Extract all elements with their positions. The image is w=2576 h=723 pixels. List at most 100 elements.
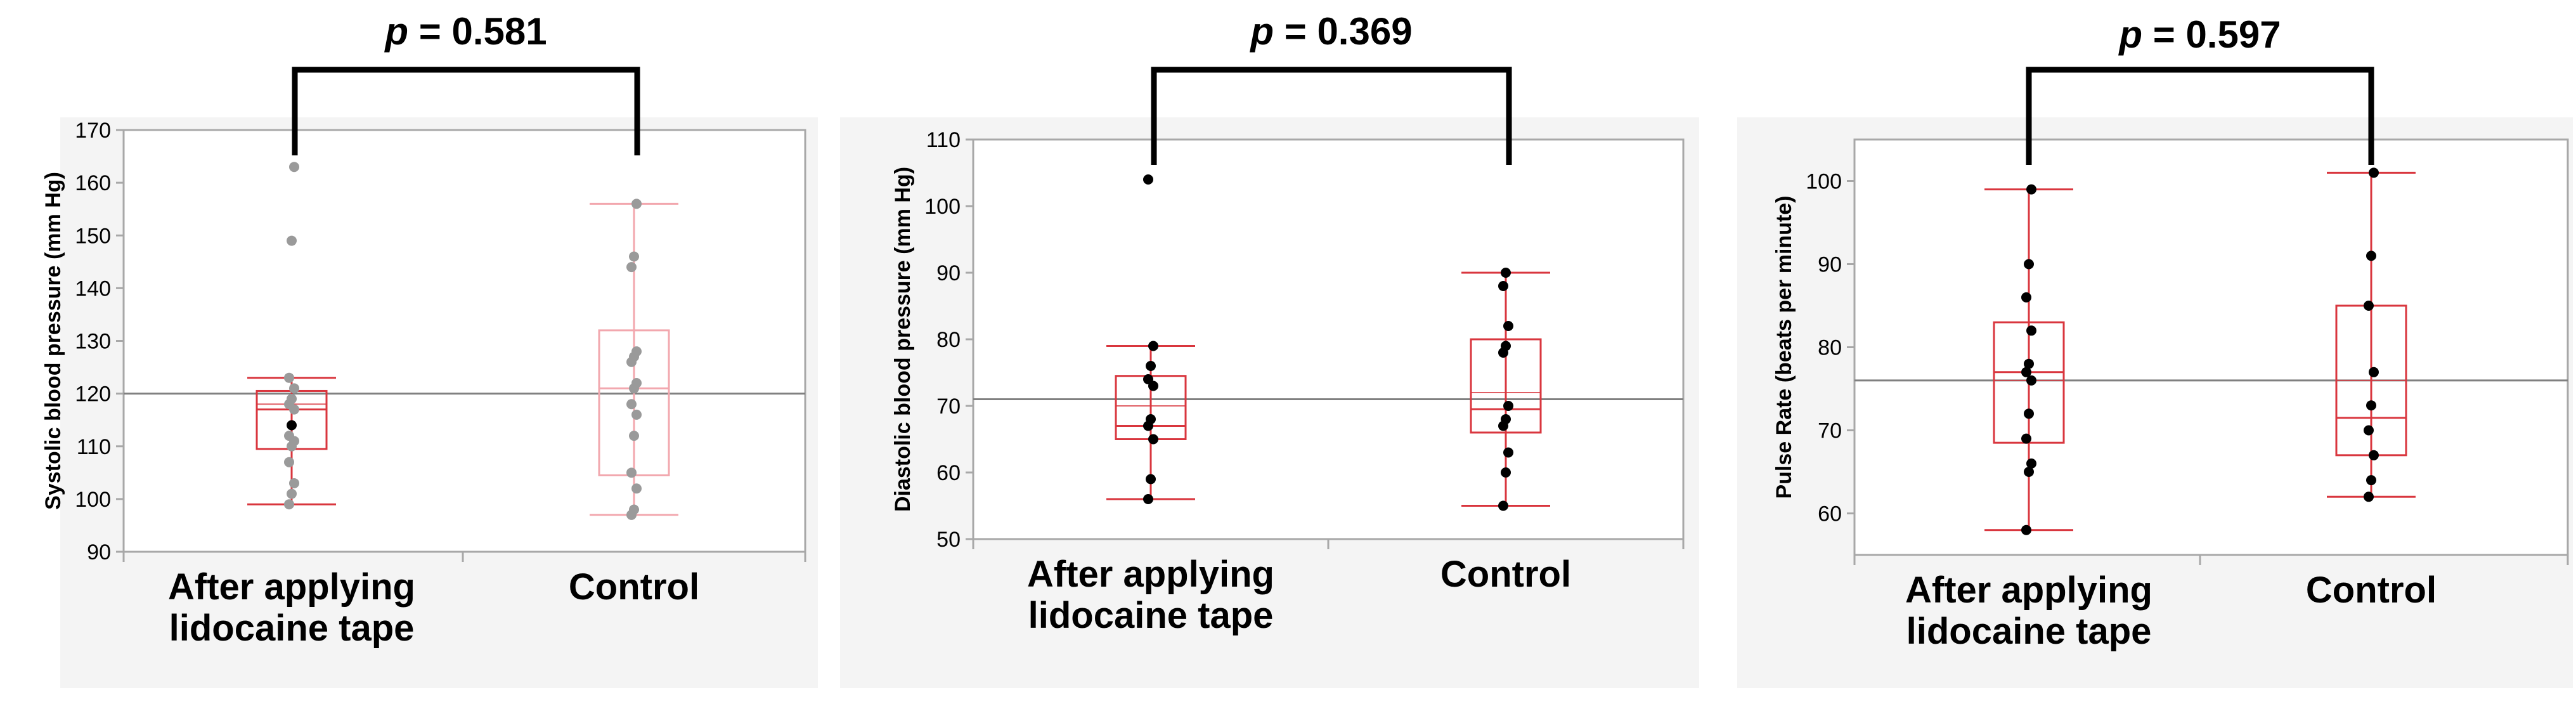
iqr-box [1470,338,1542,434]
box-group-2 [1461,268,1550,511]
category-label: Control [2306,570,2437,611]
y-axis-label: Pulse Rate (beats per minute) [1772,195,1796,498]
data-point [2021,433,2031,444]
data-point [2369,367,2379,377]
data-point [629,504,639,515]
category-label: Control [569,566,699,608]
data-point [631,409,642,420]
p-value-number: = 0.581 [408,10,547,53]
p-value-label: p = 0.597 [2118,13,2281,56]
data-point [2026,458,2036,469]
y-tick-label: 120 [75,382,111,407]
significance-bracket [1151,67,1512,165]
y-axis-label: Systolic blood pressure (mm Hg) [41,172,65,510]
category-label-line2: lidocaine tape [1028,595,1274,636]
data-point [284,457,294,467]
data-point [631,199,642,209]
data-point [631,346,642,357]
data-point [2021,367,2031,377]
y-tick-label: 140 [75,277,111,301]
category-label-line2: lidocaine tape [169,608,415,649]
data-point [287,393,297,404]
data-point [1501,414,1511,424]
y-tick-label: 60 [1818,502,1842,526]
p-value-number: = 0.597 [2142,13,2281,56]
y-tick-label: 150 [75,224,111,248]
y-tick-label: 160 [75,171,111,195]
data-point [2026,325,2036,336]
y-tick-label: 110 [926,128,961,152]
box-group-1 [1984,184,2073,535]
box-group-1 [1106,174,1195,504]
data-point [2024,358,2034,369]
data-point [284,499,294,510]
category-label: Control [1440,554,1571,595]
data-point [1146,474,1156,485]
data-point [2026,375,2036,386]
y-tick-label: 100 [1806,170,1842,194]
y-tick-label: 60 [936,461,961,485]
p-value-symbol: p [384,10,408,53]
y-tick-label: 110 [77,435,111,459]
box-group-2 [2327,167,2416,502]
p-value-number: = 0.369 [1274,10,1413,53]
data-point [2364,492,2374,502]
data-point [289,478,299,488]
category-label: After applying [1027,554,1274,595]
significance-bracket [2026,67,2374,165]
data-point [1148,341,1158,351]
data-point [626,467,637,478]
data-point [284,372,294,383]
data-point [1503,401,1513,411]
box-group-1 [247,162,336,510]
y-tick-label: 50 [936,528,961,552]
data-point [2364,425,2374,436]
plot-frame [122,129,806,553]
data-point [289,383,299,394]
data-point [629,431,639,441]
y-tick-label: 90 [936,261,961,285]
data-point [2024,467,2034,477]
data-point [2021,524,2031,535]
category-label-line2: lidocaine tape [1906,611,2152,652]
data-point [1501,467,1511,478]
data-point [1143,174,1153,185]
y-axis-label: Diastolic blood pressure (mm Hg) [891,167,915,512]
data-point [1143,374,1153,384]
data-point [1501,341,1511,351]
y-tick-label: 130 [75,330,111,354]
data-point [1148,434,1158,445]
chart-panel-3: 60 70 80 90 100 Pulse Rate (beats per minute)… [1737,13,2573,688]
y-tick-label: 170 [75,119,111,143]
category-label: After applying [1905,570,2152,611]
data-point [629,251,639,262]
data-point [2024,408,2034,419]
data-point [2364,301,2374,311]
box-group-2 [590,199,678,520]
y-tick-label: 70 [1818,419,1842,443]
data-point [2024,259,2034,270]
data-point [1503,447,1513,458]
y-tick-label: 80 [936,328,961,352]
data-point [626,399,637,410]
p-value-label: p = 0.369 [1249,10,1412,53]
y-tick-label: 100 [924,195,961,219]
p-value-symbol: p [2118,13,2142,56]
data-point [1146,414,1156,424]
data-point [2369,167,2379,178]
data-point [289,162,299,173]
data-point [287,488,297,499]
data-point [631,483,642,494]
data-point [1498,281,1508,291]
y-tick-label: 90 [1818,253,1842,277]
chart-panel-1: 90 100 110 120 130 140 150 160 170 Systolic blood… [41,10,818,688]
category-label: After applying [168,566,415,608]
data-point [2366,475,2376,486]
data-point [284,431,294,441]
data-point [626,262,637,273]
p-value-label: p = 0.581 [384,10,547,53]
y-tick-label: 90 [87,540,111,564]
data-point [1143,494,1153,504]
